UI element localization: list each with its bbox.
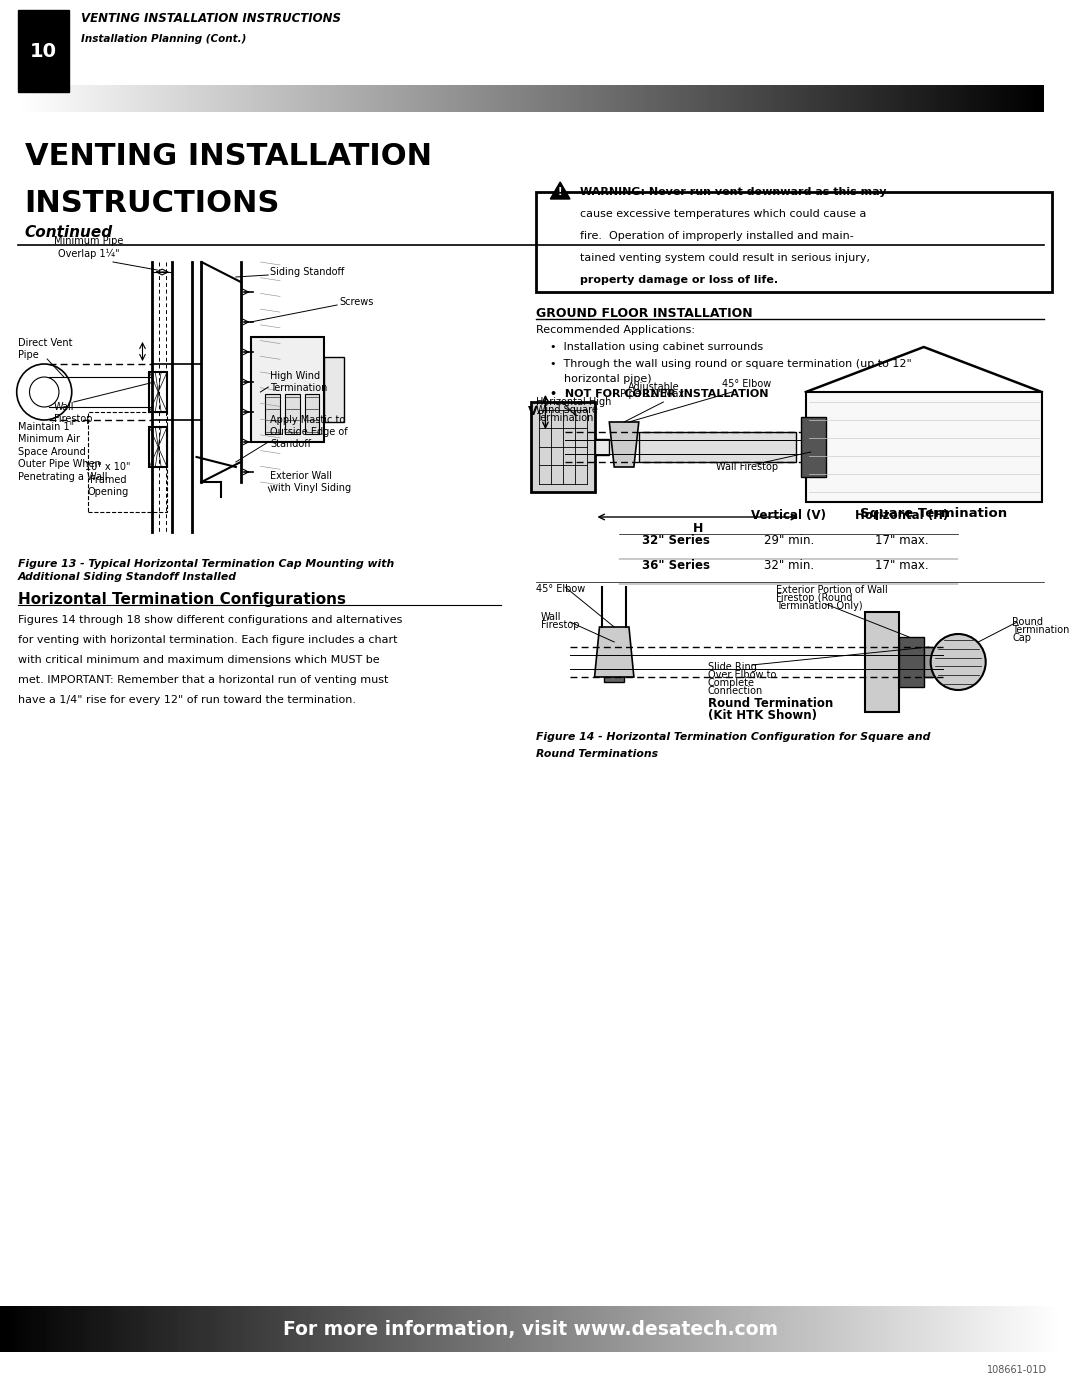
Text: for venting with horizontal termination. Each figure includes a chart: for venting with horizontal termination.… [17,636,397,645]
Text: Round Termination: Round Termination [707,697,833,710]
Text: Wall: Wall [540,612,561,622]
Text: Siding Standoff: Siding Standoff [270,267,345,277]
Text: 10: 10 [30,42,57,61]
Bar [266,394,280,434]
Bar [149,372,167,412]
Text: met. IMPORTANT: Remember that a horizontal run of venting must: met. IMPORTANT: Remember that a horizont… [17,675,388,685]
Text: Round: Round [1012,617,1043,627]
Polygon shape [609,422,638,467]
Text: H: H [692,522,703,535]
Text: horizontal pipe): horizontal pipe) [551,374,652,384]
Text: Exterior Portion of Wall: Exterior Portion of Wall [777,585,888,595]
Text: Termination Only): Termination Only) [777,601,863,610]
Text: 29" min.: 29" min. [764,534,814,548]
Text: VENTING INSTALLATION INSTRUCTIONS: VENTING INSTALLATION INSTRUCTIONS [81,13,340,25]
Text: Complete: Complete [707,678,755,687]
Text: (Kit HTK Shown): (Kit HTK Shown) [707,710,816,722]
Text: Square Termination: Square Termination [860,507,1008,520]
Text: 17" max.: 17" max. [875,559,929,571]
Text: •  NOT FOR CORNER INSTALLATION: • NOT FOR CORNER INSTALLATION [551,388,769,400]
Text: Adjustable: Adjustable [627,381,679,393]
Text: Vertical (V): Vertical (V) [752,509,826,522]
Text: Firestop (Round: Firestop (Round [777,592,853,604]
Text: •  Through the wall using round or square termination (up to 12": • Through the wall using round or square… [551,359,913,369]
Text: have a 1/4" rise for every 12" of run toward the termination.: have a 1/4" rise for every 12" of run to… [17,694,355,705]
Text: For more information, visit www.desatech.com: For more information, visit www.desatech… [283,1320,779,1338]
Text: 32" Series: 32" Series [642,534,710,548]
Bar [530,402,595,492]
Text: 10" x 10"
Framed
Opening: 10" x 10" Framed Opening [85,462,131,497]
Text: Over Elbow to: Over Elbow to [707,671,775,680]
Text: Direct Vent
Pipe: Direct Vent Pipe [17,338,72,360]
Bar [595,439,609,455]
Text: V: V [528,405,538,419]
Polygon shape [551,182,570,198]
Text: Screws: Screws [339,298,374,307]
Text: Termination: Termination [1012,624,1069,636]
Text: Continued: Continued [25,225,112,240]
Text: Cap: Cap [1012,633,1031,643]
Text: Horizontal High: Horizontal High [536,397,611,407]
Text: Horizontal Termination Configurations: Horizontal Termination Configurations [17,592,346,608]
Text: High Wind
Termination: High Wind Termination [270,370,327,393]
Text: 36" Series: 36" Series [642,559,710,571]
Text: 45° Elbow: 45° Elbow [536,584,585,594]
Polygon shape [595,627,634,678]
Text: •  Installation using cabinet surrounds: • Installation using cabinet surrounds [551,342,764,352]
Text: tained venting system could result in serious injury,: tained venting system could result in se… [580,253,869,263]
Bar [149,427,167,467]
Text: Pipe 12" Max.: Pipe 12" Max. [620,388,687,400]
Text: VENTING INSTALLATION: VENTING INSTALLATION [25,142,432,170]
Text: Firestop: Firestop [540,620,579,630]
Text: Round Terminations: Round Terminations [536,749,658,759]
Text: Termination: Termination [536,414,593,423]
Circle shape [931,634,986,690]
Text: Figures 14 through 18 show different configurations and alternatives: Figures 14 through 18 show different con… [17,615,402,624]
Text: cause excessive temperatures which could cause a: cause excessive temperatures which could… [580,210,866,219]
Text: Wall Firestop: Wall Firestop [716,462,778,472]
Text: Horizontal (H): Horizontal (H) [855,509,948,522]
Bar [638,432,796,462]
Bar [605,643,624,682]
Bar [900,637,923,687]
Bar [806,393,1042,502]
Bar [865,612,900,712]
Text: Figure 14 - Horizontal Termination Configuration for Square and: Figure 14 - Horizontal Termination Confi… [536,732,930,742]
Text: GROUND FLOOR INSTALLATION: GROUND FLOOR INSTALLATION [536,307,753,320]
Bar [923,647,935,678]
Text: INSTRUCTIONS: INSTRUCTIONS [25,189,280,218]
Text: 108661-01D: 108661-01D [986,1365,1047,1375]
Text: fire.  Operation of improperly installed and main-: fire. Operation of improperly installed … [580,231,853,242]
Text: 32" min.: 32" min. [764,559,813,571]
Bar [536,191,1052,292]
Text: Minimum Pipe
Overlap 1¼": Minimum Pipe Overlap 1¼" [54,236,123,258]
Bar [17,10,69,92]
Bar [285,394,300,434]
Bar [89,412,167,511]
Text: Slide Ring: Slide Ring [707,662,756,672]
Text: 17" max.: 17" max. [875,534,929,548]
Text: Wall
Firestop: Wall Firestop [54,402,93,425]
Text: with critical minimum and maximum dimensions which MUST be: with critical minimum and maximum dimens… [17,655,379,665]
Text: !: ! [558,187,563,197]
Text: property damage or loss of life.: property damage or loss of life. [580,275,778,285]
Bar [801,416,825,476]
Text: Installation Planning (Cont.): Installation Planning (Cont.) [81,34,246,43]
Text: 45° Elbow: 45° Elbow [723,379,771,388]
Text: Wind Square: Wind Square [536,405,597,415]
Bar [305,394,320,434]
Text: Figure 13 - Typical Horizontal Termination Cap Mounting with
Additional Siding S: Figure 13 - Typical Horizontal Terminati… [17,559,394,583]
Bar [251,337,324,441]
Bar [324,358,343,422]
Text: Recommended Applications:: Recommended Applications: [536,326,694,335]
Text: Maintain 1"
Minimum Air
Space Around
Outer Pipe When
Penetrating a Wall: Maintain 1" Minimum Air Space Around Out… [17,422,107,482]
Text: Exterior Wall
with Vinyl Siding: Exterior Wall with Vinyl Siding [270,471,351,493]
Text: Connection: Connection [707,686,762,696]
Text: WARNING: Never run vent downward as this may: WARNING: Never run vent downward as this… [580,187,887,197]
Text: Apply Mastic to
Outside Edge of
Standoff: Apply Mastic to Outside Edge of Standoff [270,415,348,450]
